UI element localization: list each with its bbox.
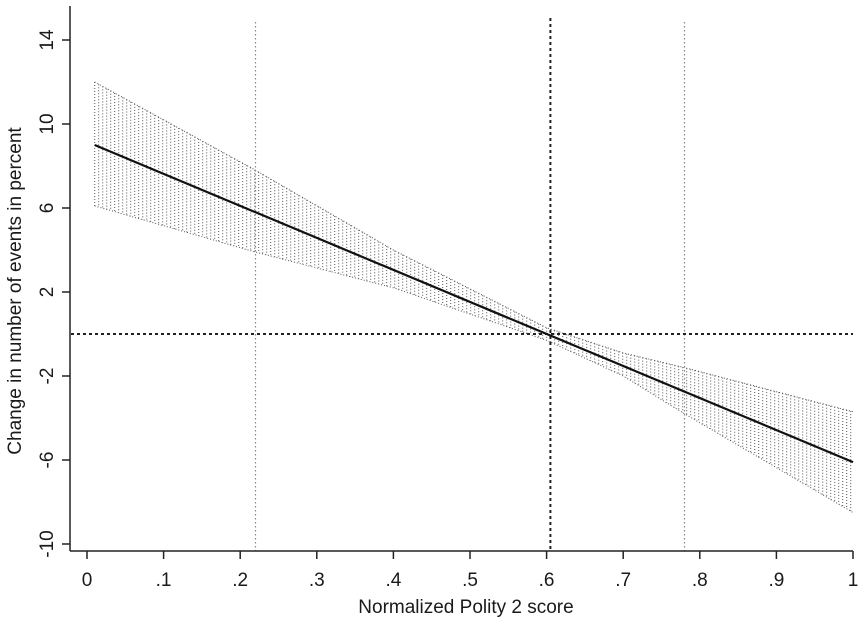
confidence-band [94,81,854,513]
estimate-line [94,143,854,464]
x-tick-label: .8 [692,570,708,591]
x-axis-label: Normalized Polity 2 score [358,597,573,618]
x-tick-label: .7 [615,570,631,591]
x-tick-label: 0 [82,570,93,591]
x-tick-label: .5 [462,570,478,591]
y-tick-label: 10 [37,113,58,134]
x-tick-label: .6 [539,570,555,591]
axes [69,6,853,552]
y-tick-label: -2 [37,368,58,385]
y-tick-label: -10 [37,530,58,557]
y-tick-label: 2 [37,287,58,298]
y-tick-label: -6 [37,452,58,469]
y-tick-label: 6 [37,203,58,214]
x-ticks: 0 .1 .2 .3 .4 .5 .6 .7 .8 .9 1 [82,551,859,591]
x-tick-label: .1 [156,570,172,591]
reference-lines [71,18,853,551]
y-ticks: 14 10 6 2 -2 -6 -10 [37,29,70,558]
band-upper-edge [94,81,854,413]
band-lower-edge [94,205,854,513]
x-tick-label: .2 [232,570,248,591]
x-tick-label: 1 [848,570,859,591]
x-tick-label: .9 [768,570,784,591]
y-axis-label: Change in number of events in percent [5,127,26,455]
series-layer [94,143,854,464]
x-tick-label: .4 [385,570,401,591]
y-tick-label: 14 [37,29,58,51]
x-tick-label: .3 [309,570,325,591]
